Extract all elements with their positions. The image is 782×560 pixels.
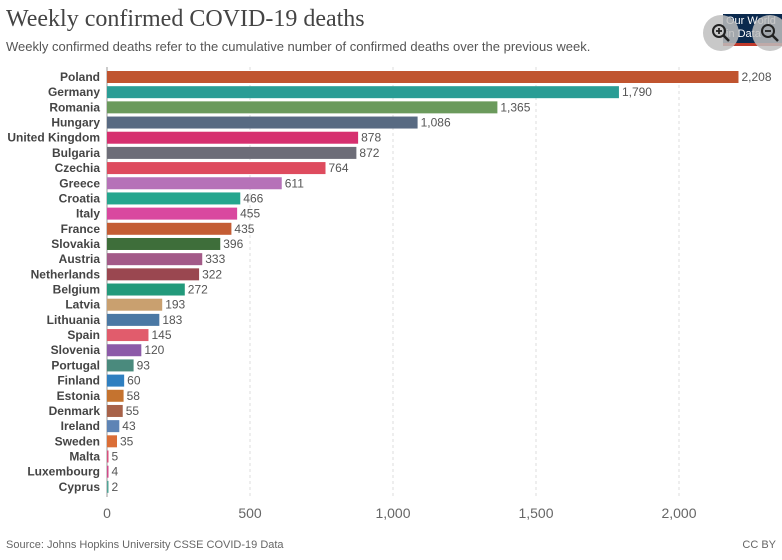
category-label: Spain xyxy=(67,328,100,342)
bar xyxy=(107,359,134,372)
category-label: Estonia xyxy=(57,389,101,403)
category-label: Bulgaria xyxy=(52,146,100,160)
bar xyxy=(107,480,109,493)
bar xyxy=(107,71,739,83)
bar xyxy=(107,344,142,357)
category-label: Latvia xyxy=(65,298,100,312)
category-label: Greece xyxy=(59,176,100,190)
category-label: Denmark xyxy=(49,404,101,418)
bar xyxy=(107,298,163,311)
bar xyxy=(107,253,203,266)
category-label: Luxembourg xyxy=(27,465,100,479)
value-label: 878 xyxy=(361,131,381,145)
bar-chart: 0 500 1,000 1,500 2,000 Poland 2,208 Germany 1,7… xyxy=(7,67,772,521)
value-label: 455 xyxy=(240,207,260,221)
license-link[interactable]: CC BY xyxy=(742,539,776,551)
zoom-out-icon xyxy=(761,24,779,42)
bar xyxy=(107,101,498,114)
value-label: 272 xyxy=(188,283,208,297)
category-label: Italy xyxy=(76,207,100,221)
bar xyxy=(107,313,160,326)
bar xyxy=(107,420,120,433)
bar xyxy=(107,116,418,129)
chart-title: Weekly confirmed COVID-19 deaths xyxy=(6,6,365,32)
zoom-in-icon xyxy=(712,24,730,42)
bar xyxy=(107,86,619,99)
value-label: 58 xyxy=(127,389,141,403)
value-label: 872 xyxy=(359,146,379,160)
source-note: Source: Johns Hopkins University CSSE CO… xyxy=(6,539,284,551)
zoom-out-button[interactable] xyxy=(752,15,782,51)
value-label: 145 xyxy=(151,328,171,342)
value-label: 611 xyxy=(285,176,304,190)
category-label: Malta xyxy=(69,450,100,464)
value-label: 60 xyxy=(127,374,141,388)
bar xyxy=(107,207,238,220)
bar xyxy=(107,435,118,448)
x-tick-label: 0 xyxy=(103,505,111,521)
bar xyxy=(107,131,359,144)
category-label: Cyprus xyxy=(59,480,101,494)
category-label: Ireland xyxy=(61,419,100,433)
value-label: 55 xyxy=(126,404,140,418)
category-label: Hungary xyxy=(51,116,100,130)
bar xyxy=(107,177,282,190)
bar xyxy=(107,283,185,296)
category-label: France xyxy=(61,222,101,236)
bar xyxy=(107,465,109,478)
zoom-in-button[interactable] xyxy=(703,15,739,51)
x-tick-label: 500 xyxy=(238,505,262,521)
value-label: 435 xyxy=(234,222,254,236)
value-label: 1,086 xyxy=(421,116,451,130)
value-label: 764 xyxy=(329,161,349,175)
category-label: Sweden xyxy=(55,434,100,448)
value-label: 2,208 xyxy=(741,70,771,84)
value-label: 43 xyxy=(122,419,136,433)
category-label: Lithuania xyxy=(47,313,101,327)
chart-subtitle: Weekly confirmed deaths refer to the cum… xyxy=(6,39,591,54)
category-label: Austria xyxy=(59,252,101,266)
bar xyxy=(107,329,149,342)
bar xyxy=(107,192,241,205)
category-label: Netherlands xyxy=(31,267,101,281)
bar xyxy=(107,404,123,417)
category-label: Finland xyxy=(57,374,100,388)
bar xyxy=(107,450,109,463)
bar xyxy=(107,237,221,250)
category-label: United Kingdom xyxy=(7,131,100,145)
bar xyxy=(107,389,124,402)
bar xyxy=(107,374,125,387)
value-label: 93 xyxy=(137,358,151,372)
bar xyxy=(107,146,357,159)
category-label: Czechia xyxy=(55,161,101,175)
value-label: 2 xyxy=(112,480,119,494)
category-label: Germany xyxy=(48,85,100,99)
category-label: Portugal xyxy=(51,358,100,372)
value-label: 333 xyxy=(205,252,225,266)
value-label: 120 xyxy=(144,343,164,357)
category-label: Poland xyxy=(60,70,100,84)
category-label: Croatia xyxy=(59,191,101,205)
x-tick-label: 1,500 xyxy=(518,505,553,521)
category-label: Slovakia xyxy=(51,237,100,251)
bar xyxy=(107,162,326,175)
value-label: 183 xyxy=(162,313,182,327)
x-tick-label: 2,000 xyxy=(661,505,696,521)
value-label: 5 xyxy=(112,450,119,464)
value-label: 322 xyxy=(202,267,222,281)
value-label: 35 xyxy=(120,434,134,448)
x-tick-label: 1,000 xyxy=(375,505,410,521)
value-label: 4 xyxy=(112,465,119,479)
category-label: Belgium xyxy=(53,283,100,297)
value-label: 1,790 xyxy=(622,85,652,99)
value-label: 396 xyxy=(223,237,243,251)
bar xyxy=(107,268,200,281)
value-label: 466 xyxy=(243,191,263,205)
bar xyxy=(107,222,232,235)
category-label: Slovenia xyxy=(51,343,101,357)
category-label: Romania xyxy=(49,100,100,114)
value-label: 193 xyxy=(165,298,185,312)
value-label: 1,365 xyxy=(500,100,530,114)
